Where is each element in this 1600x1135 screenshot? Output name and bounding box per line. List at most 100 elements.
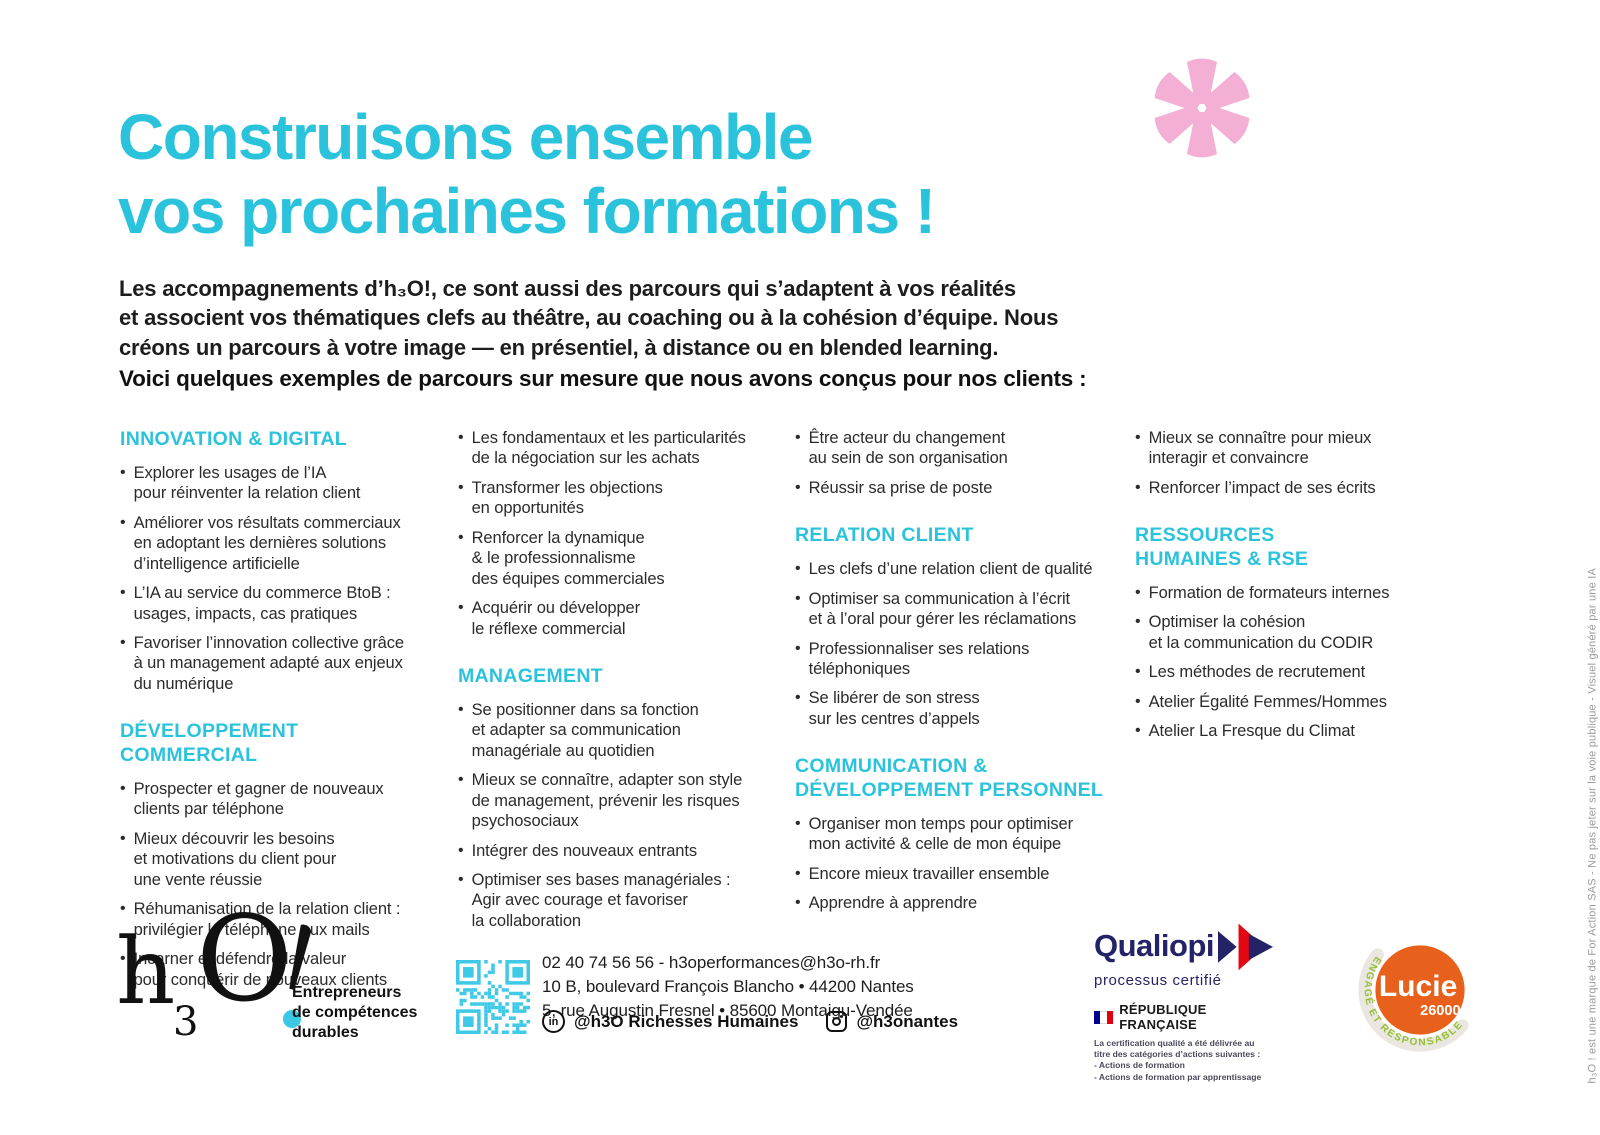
- bullet-marker: •: [458, 429, 464, 446]
- instagram-handle[interactable]: @h3onantes: [856, 1011, 959, 1031]
- bullet-marker: •: [458, 528, 464, 546]
- logo-exclamation-dot: [283, 1010, 301, 1028]
- bullet-item: • Organiser mon temps pour optimiser mon …: [795, 814, 1117, 855]
- bullet-marker: •: [458, 599, 464, 617]
- bullet-item: • Les fondamentaux et les particularités …: [458, 428, 777, 469]
- h3o-logo: h 3 O: [116, 900, 316, 1083]
- bullet-marker: •: [1135, 722, 1141, 740]
- column-4: • Mieux se connaître pour mieux interagir…: [1135, 428, 1460, 999]
- bullet-marker: •: [1135, 429, 1141, 446]
- logo-tagline: Entrepreneurs de compétences durables: [292, 984, 418, 1041]
- logo-letter-h: h: [116, 918, 176, 1025]
- qr-code-icon: [456, 960, 530, 1034]
- section-heading: INNOVATION & DIGITAL: [120, 428, 347, 450]
- bullet-text: Professionnaliser ses relations téléphon…: [808, 639, 1030, 678]
- bullet-item: • Optimiser sa communication à l’écrit et…: [795, 589, 1117, 630]
- bullet-text: Transformer les objections en opportunit…: [471, 478, 663, 518]
- address-montaigu: 5, rue Augustin Fresnel • 85600 Montaigu…: [542, 1001, 913, 1021]
- lucie-26000: 26000: [1420, 1003, 1460, 1019]
- bullet-text: Atelier La Fresque du Climat: [1148, 722, 1355, 741]
- bullet-text: Explorer les usages de l’IA pour réinven…: [133, 463, 361, 503]
- bullet-marker: •: [1135, 692, 1141, 710]
- section-heading: DÉVELOPPEMENT COMMERCIAL: [120, 720, 299, 767]
- bullet-marker: •: [120, 829, 126, 847]
- bullet-marker: •: [795, 478, 801, 496]
- bullet-item: • Transformer les objections en opportuni…: [458, 478, 777, 519]
- social-row: in @h3O Richesses Humaines @h3onantes: [542, 1010, 958, 1033]
- linkedin-handle[interactable]: @h3O Richesses Humaines: [574, 1011, 799, 1031]
- bullet-text: Optimiser sa communication à l’écrit et …: [808, 589, 1077, 629]
- lucie-circle: [1375, 945, 1465, 1035]
- bullet-text: Renforcer l’impact de ses écrits: [1148, 478, 1376, 497]
- side-note: h₃O ! est une marque de For Action SAS -…: [1586, 568, 1598, 1084]
- bullet-text: Intégrer des nouveaux entrants: [471, 841, 698, 860]
- section-heading: RESSOURCES HUMAINES & RSE: [1135, 524, 1309, 571]
- bullet-text: Réussir sa prise de poste: [808, 478, 993, 497]
- qualiopi-block: Qualiopi processus certifié RÉPUBLIQUE F…: [1094, 921, 1274, 1083]
- republique-francaise-label: RÉPUBLIQUE FRANÇAISE: [1119, 1002, 1207, 1032]
- column-2: • Les fondamentaux et les particularités …: [458, 428, 795, 999]
- qualiopi-certification-note: La certification qualité a été délivrée …: [1094, 1038, 1262, 1082]
- bullet-marker: •: [795, 894, 801, 912]
- bullet-marker: •: [795, 689, 801, 707]
- bullet-text: Les méthodes de recrutement: [1148, 663, 1366, 682]
- linkedin-icon[interactable]: in: [542, 1010, 565, 1033]
- bullet-marker: •: [458, 478, 464, 496]
- qualiopi-wordmark: Qualiopi: [1094, 928, 1215, 963]
- bullet-text: Formation de formateurs internes: [1148, 583, 1390, 602]
- bullet-marker: •: [795, 589, 801, 607]
- bullet-marker: •: [458, 841, 464, 859]
- section-heading: MANAGEMENT: [458, 665, 603, 688]
- bullet-item: • Prospecter et gagner de nouveaux client…: [120, 779, 440, 820]
- bullet-item: • Se positionner dans sa fonction et adap…: [458, 700, 777, 761]
- section-heading: RELATION CLIENT: [795, 524, 974, 547]
- bullet-marker: •: [1135, 478, 1141, 496]
- bullet-item: • Professionnaliser ses relations télépho…: [795, 639, 1117, 680]
- lucie-label: Lucie: [1379, 970, 1457, 1003]
- column-3: • Être acteur du changement au sein de so…: [795, 428, 1135, 999]
- bullet-item: • Intégrer des nouveaux entrants: [458, 841, 777, 861]
- bullet-item: • Optimiser la cohésion et la communicati…: [1135, 612, 1442, 653]
- bullet-item: • Encore mieux travailler ensemble: [795, 864, 1117, 884]
- bullet-text: L’IA au service du commerce BtoB : usage…: [133, 584, 391, 623]
- bullet-marker: •: [795, 560, 801, 578]
- logo-letter-o: O: [196, 890, 293, 1028]
- bullet-marker: •: [1135, 613, 1141, 631]
- bullet-item: • Optimiser ses bases managériales : Agir…: [458, 870, 777, 931]
- bullet-text: Apprendre à apprendre: [808, 894, 978, 913]
- bullet-item: • Renforcer la dynamique & le professionn…: [458, 528, 777, 589]
- address-nantes: 10 B, boulevard François Blancho • 44200…: [542, 977, 914, 997]
- bullet-text: Améliorer vos résultats commerciaux en a…: [133, 513, 401, 573]
- bullet-marker: •: [120, 584, 126, 602]
- bullet-text: Les clefs d’une relation client de quali…: [808, 560, 1093, 579]
- bullet-marker: •: [1135, 663, 1141, 681]
- bullet-item: • Les méthodes de recrutement: [1135, 662, 1442, 682]
- bullet-text: Mieux se connaître, adapter son style de…: [471, 771, 743, 831]
- bullet-item: • L’IA au service du commerce BtoB : usag…: [120, 583, 440, 624]
- bullet-item: • Être acteur du changement au sein de so…: [795, 428, 1117, 469]
- bullet-marker: •: [120, 900, 126, 918]
- bullet-item: • Les clefs d’une relation client de qual…: [795, 559, 1117, 579]
- bullet-marker: •: [795, 864, 801, 882]
- asterisk-icon: [1146, 52, 1258, 169]
- bullet-marker: •: [120, 950, 126, 968]
- instagram-lens: [832, 1017, 842, 1026]
- bullet-item: • Acquérir ou développer le réflexe comme…: [458, 598, 777, 639]
- bullet-marker: •: [120, 463, 126, 481]
- bullet-item: • Se libérer de son stress sur les centre…: [795, 688, 1117, 729]
- instagram-icon[interactable]: [826, 1011, 848, 1032]
- bullet-text: Encore mieux travailler ensemble: [808, 864, 1050, 883]
- bullet-text: Être acteur du changement au sein de son…: [808, 429, 1008, 468]
- bullet-marker: •: [458, 771, 464, 789]
- bullet-item: • Apprendre à apprendre: [795, 893, 1117, 913]
- bullet-marker: •: [458, 871, 464, 889]
- bullet-item: • Atelier La Fresque du Climat: [1135, 721, 1442, 741]
- bullet-marker: •: [795, 814, 801, 832]
- bullet-text: Mieux se connaître pour mieux interagir …: [1148, 429, 1372, 468]
- bullet-text: Réhumanisation de la relation client : p…: [133, 900, 401, 939]
- bullet-text: Acquérir ou développer le réflexe commer…: [471, 599, 641, 638]
- bullet-marker: •: [795, 639, 801, 657]
- bullet-marker: •: [120, 779, 126, 797]
- bullet-item: • Explorer les usages de l’IA pour réinve…: [120, 463, 440, 504]
- bullet-text: Mieux découvrir les besoins et motivatio…: [133, 829, 337, 889]
